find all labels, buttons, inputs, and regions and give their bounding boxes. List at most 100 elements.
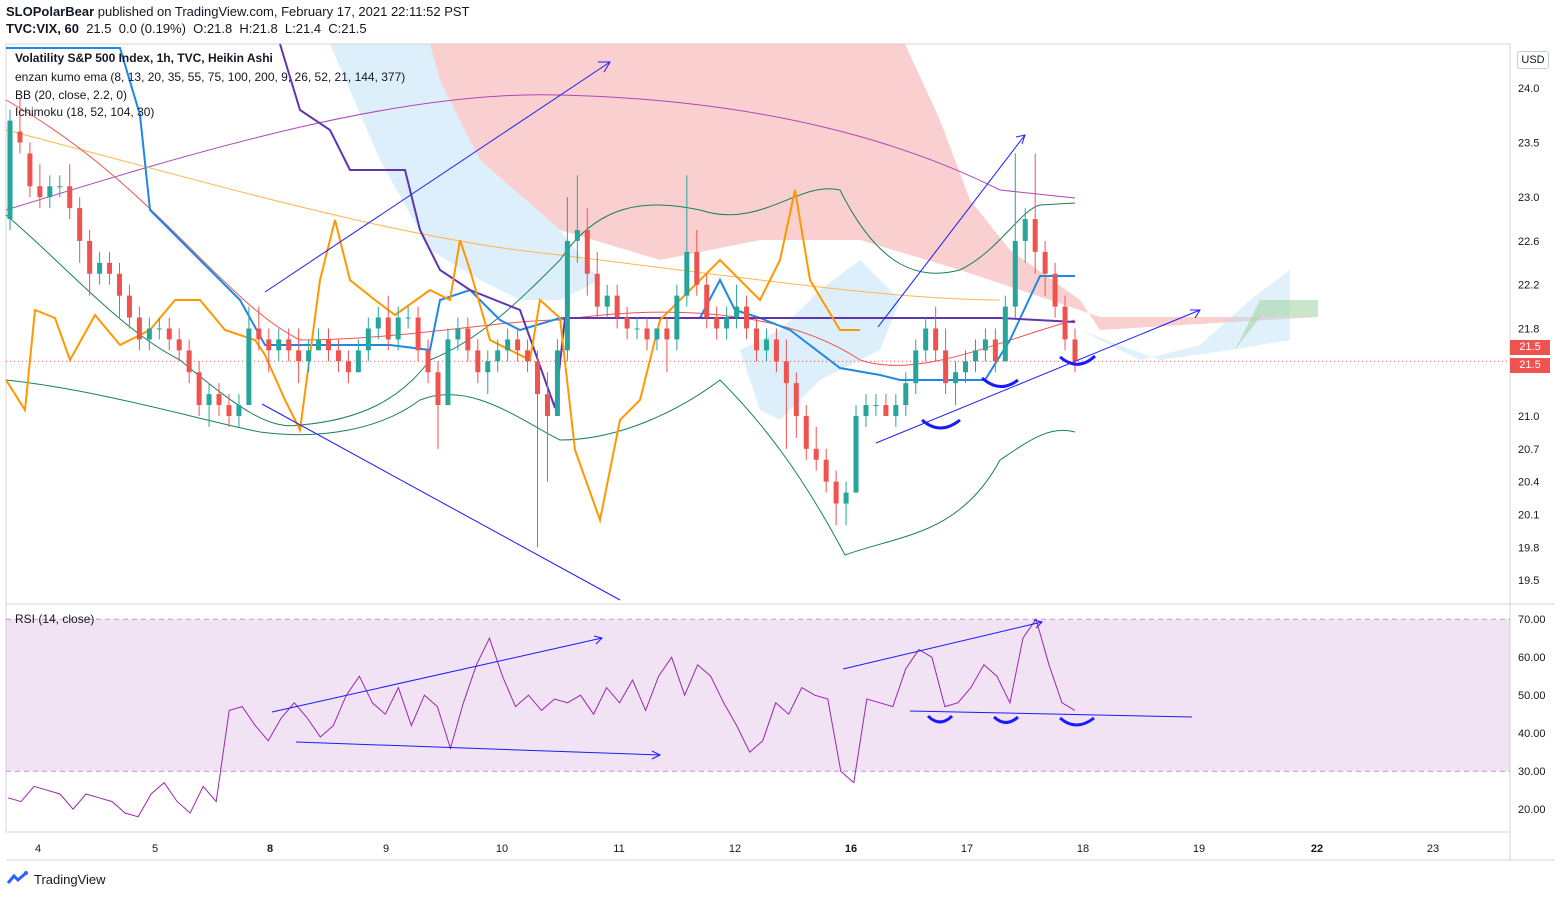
price-tick-label: 21.8: [1518, 323, 1539, 335]
legend-rsi[interactable]: RSI (14, close): [15, 612, 95, 626]
rsi-smile-mark: [926, 714, 954, 724]
candle-body: [475, 350, 481, 373]
candle-body: [873, 405, 879, 407]
bb-lower-band: [5, 379, 1076, 556]
candle-body: [166, 328, 172, 340]
candle-body: [186, 350, 192, 373]
rsi-lower-trend: [295, 741, 661, 756]
candle-body: [196, 372, 202, 406]
legend-ichimoku[interactable]: Ichimoku (18, 52, 104, 30): [15, 105, 155, 119]
candle-body: [116, 273, 122, 296]
candle-body: [326, 339, 332, 351]
candle-body: [107, 262, 113, 274]
kumo-bearish-cloud: [430, 44, 1318, 330]
candle-body: [933, 328, 939, 351]
candle-body: [624, 317, 630, 329]
price-tick-label: 21.0: [1518, 411, 1539, 423]
rsi-tick-label: 40.00: [1518, 728, 1546, 740]
time-tick-label: 8: [267, 843, 273, 855]
candle-body: [445, 339, 451, 406]
candle-body: [674, 295, 680, 340]
arrowhead-icon-3: [1190, 309, 1201, 319]
candle-body: [763, 339, 769, 351]
symbol-header: TVC:VIX, 60 21.5 0.0 (0.19%) O:21.8 H:21…: [6, 21, 367, 36]
brand-footer[interactable]: TradingView: [6, 871, 106, 887]
time-tick-label: 11: [613, 843, 624, 855]
currency-label[interactable]: USD: [1517, 51, 1549, 69]
candle-body: [27, 153, 33, 187]
candle-body: [335, 350, 341, 362]
candle-body: [953, 372, 959, 384]
candle-body: [405, 317, 411, 319]
time-tick-label: 23: [1427, 843, 1439, 855]
candle-body: [7, 120, 13, 220]
symbol-name[interactable]: TVC:VIX, 60: [6, 21, 79, 36]
candle-body: [395, 317, 401, 340]
candle-body: [783, 361, 789, 384]
candle-body: [1002, 306, 1008, 362]
candle-body: [644, 328, 650, 340]
candle-body: [365, 328, 371, 351]
candle-body: [306, 350, 312, 362]
candle-body: [903, 383, 909, 406]
ohlc-values: 21.5 0.0 (0.19%) O:21.8 H:21.8 L:21.4 C:…: [86, 21, 367, 36]
time-tick-label: 19: [1193, 843, 1205, 855]
candle-body: [1072, 339, 1078, 362]
candle-body: [87, 240, 93, 274]
rsi-smile-mark-3: [1059, 716, 1095, 727]
time-tick-label: 17: [961, 843, 973, 855]
candle-body: [236, 405, 242, 416]
candle-body: [216, 394, 222, 406]
rsi-support-line: [909, 710, 1193, 718]
candle-body: [296, 350, 302, 362]
candle-body: [893, 405, 899, 416]
arrowhead-icon-6: [1033, 619, 1043, 629]
candle-body: [913, 350, 919, 384]
legend-main-series[interactable]: Volatility S&P 500 Index, 1h, TVC, Heiki…: [15, 51, 273, 65]
candle-body: [246, 328, 252, 406]
candle-body: [544, 394, 550, 416]
rsi-divergence-line-2: [842, 621, 1043, 670]
candle-body: [982, 339, 988, 351]
price-tick-label: 19.8: [1518, 542, 1539, 554]
last-price-label: 21.5: [1510, 340, 1550, 355]
candle-body: [505, 339, 511, 351]
trendline-up-arrow-2: [877, 134, 1026, 328]
candle-body: [963, 361, 969, 373]
candle-body: [753, 328, 759, 351]
kumo-bullish-cloud-3: [1080, 270, 1290, 360]
trendline-up-arrow: [264, 61, 611, 293]
brand-name: TradingView: [34, 871, 106, 887]
candle-body: [276, 339, 282, 351]
rsi-band: [6, 619, 1510, 772]
candle-body: [1062, 306, 1068, 340]
candle-body: [535, 361, 541, 395]
candle-body: [1042, 251, 1048, 274]
tradingview-logo-icon: [6, 871, 28, 884]
candle-body: [316, 339, 322, 351]
legend-ema[interactable]: enzan kumo ema (8, 13, 20, 35, 55, 75, 1…: [15, 70, 406, 84]
candle-body: [485, 361, 491, 373]
candle-body: [136, 317, 142, 340]
time-tick-label: 22: [1311, 843, 1323, 855]
publish-info: SLOPolarBear published on TradingView.co…: [6, 4, 469, 19]
candle-body: [1052, 273, 1058, 307]
candle-body: [176, 339, 182, 351]
candle-body: [744, 306, 750, 329]
candle-body: [654, 328, 660, 340]
candle-body: [286, 339, 292, 351]
candle-body: [156, 328, 162, 330]
trendline-down: [261, 403, 621, 601]
candle-body: [803, 416, 809, 449]
price-tick-label: 23.5: [1518, 137, 1539, 149]
candle-body: [97, 262, 103, 274]
candle-body: [525, 350, 531, 362]
candle-body: [574, 230, 580, 241]
smile-mark-2: [981, 376, 1019, 388]
candle-body: [863, 405, 869, 416]
author-name[interactable]: SLOPolarBear: [6, 4, 95, 19]
price-tick-label: 20.7: [1518, 444, 1539, 456]
legend-bb[interactable]: BB (20, close, 2.2, 0): [15, 88, 128, 102]
candle-body: [355, 350, 361, 373]
